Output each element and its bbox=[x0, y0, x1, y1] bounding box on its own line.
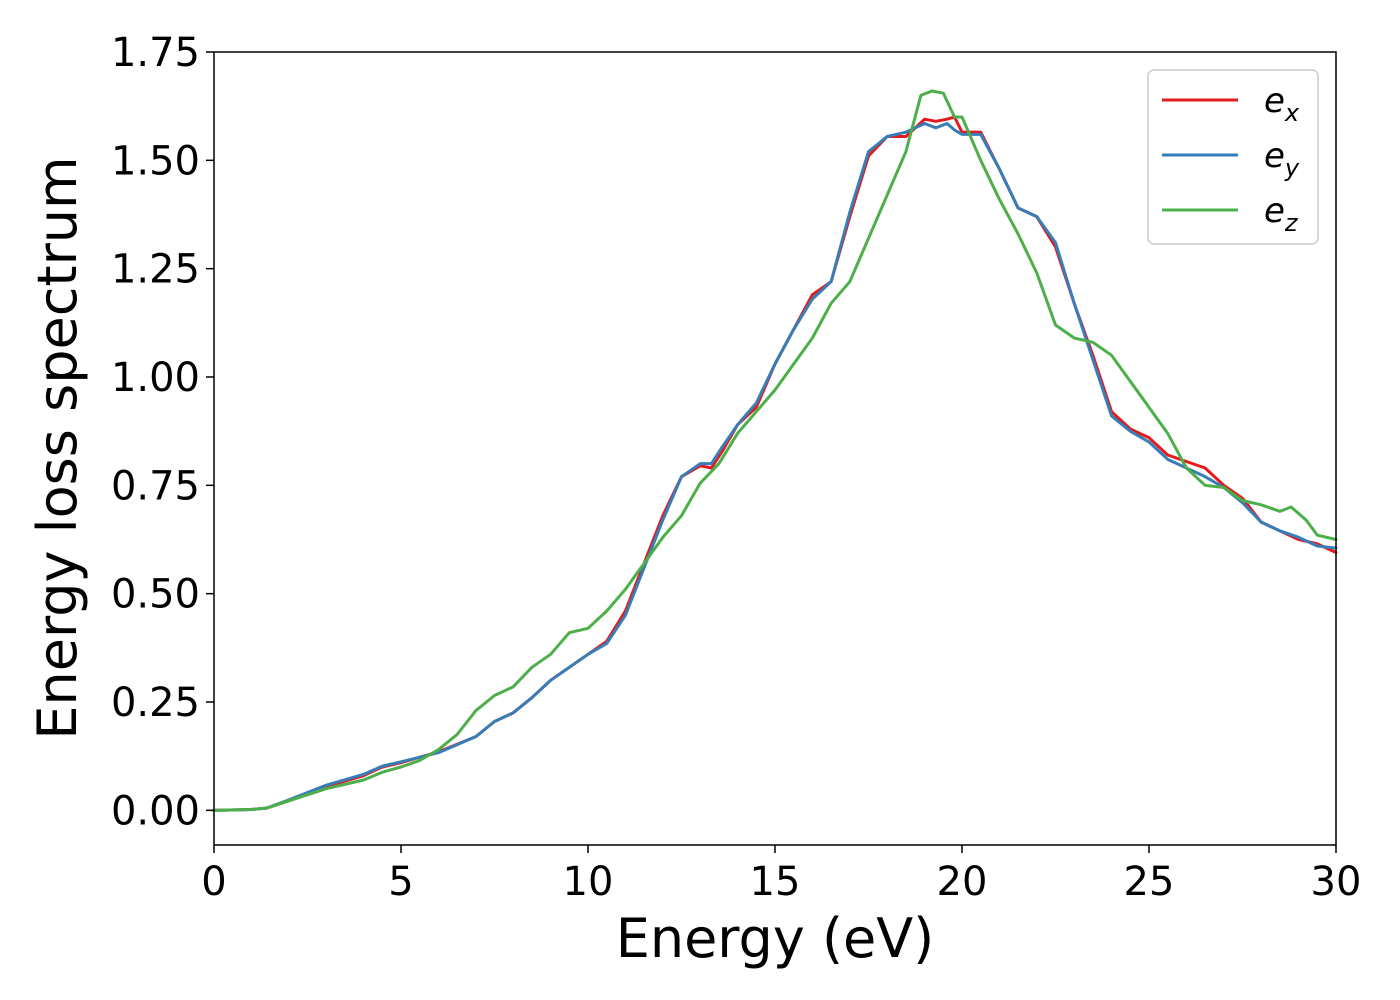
x-axis-label: Energy (eV) bbox=[616, 907, 935, 970]
y-tick-label: 0.25 bbox=[111, 680, 200, 726]
y-axis: 0.00 0.25 0.50 0.75 1.00 1.25 1.50 1.75 bbox=[111, 30, 214, 834]
y-tick-label: 0.50 bbox=[111, 572, 200, 618]
x-tick-label: 10 bbox=[563, 859, 614, 905]
series-group bbox=[212, 89, 1338, 812]
x-tick-label: 15 bbox=[750, 859, 801, 905]
y-tick-label: 1.00 bbox=[111, 355, 200, 401]
y-axis-label: Energy loss spectrum bbox=[26, 156, 89, 739]
y-tick-label: 1.50 bbox=[111, 138, 200, 184]
y-tick-label: 1.75 bbox=[111, 30, 200, 76]
legend-label-y: ey bbox=[1264, 136, 1300, 182]
legend-label-z: ez bbox=[1264, 191, 1299, 237]
x-tick-label: 5 bbox=[388, 859, 413, 905]
y-tick-label: 1.25 bbox=[111, 247, 200, 293]
y-tick-label: 0.75 bbox=[111, 463, 200, 509]
series-line-z bbox=[212, 89, 1338, 812]
x-tick-label: 20 bbox=[937, 859, 988, 905]
series-line-y bbox=[212, 122, 1338, 812]
legend-box bbox=[1147, 69, 1319, 245]
x-tick-label: 0 bbox=[201, 859, 226, 905]
y-tick-label: 0.00 bbox=[111, 788, 200, 834]
legend: ex ey ez bbox=[1147, 69, 1319, 245]
legend-label-x: ex bbox=[1264, 81, 1300, 127]
x-tick-label: 30 bbox=[1311, 859, 1362, 905]
x-axis: 0 5 10 15 20 25 30 bbox=[201, 845, 1361, 905]
x-tick-label: 25 bbox=[1124, 859, 1175, 905]
